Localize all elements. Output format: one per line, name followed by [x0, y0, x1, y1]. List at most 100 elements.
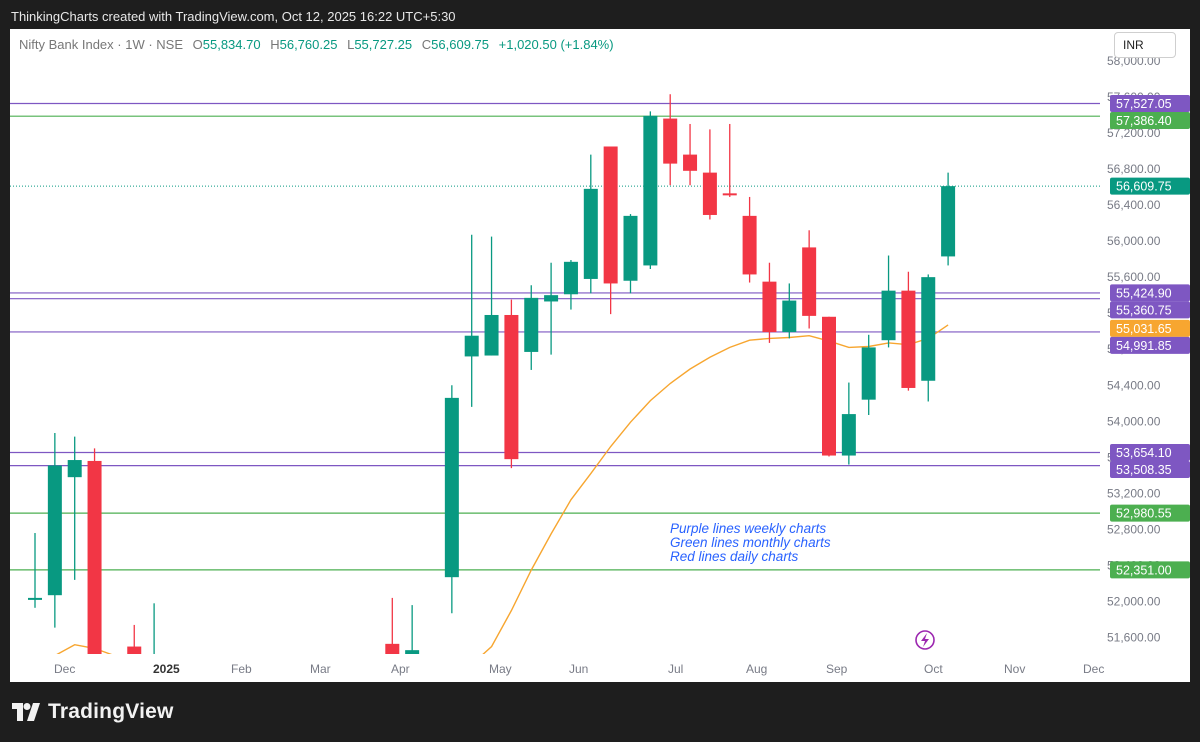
- candle-body: [663, 118, 678, 164]
- candle[interactable]: [643, 111, 658, 270]
- x-tick-label: Nov: [1004, 662, 1025, 676]
- annotation-text: Green lines monthly charts: [670, 535, 831, 550]
- price-label: 53,654.10: [1116, 446, 1172, 460]
- candle[interactable]: [87, 448, 102, 664]
- price-label-box: [1110, 443, 1190, 461]
- candle-body: [67, 460, 82, 478]
- candle[interactable]: [802, 230, 817, 329]
- candle[interactable]: [941, 172, 956, 266]
- price-label: 57,527.05: [1116, 97, 1172, 111]
- candle[interactable]: [67, 436, 82, 580]
- high-key: H: [270, 37, 280, 52]
- candle[interactable]: [147, 603, 161, 666]
- price-label-box: [1110, 336, 1190, 354]
- x-tick-label: Sep: [826, 662, 848, 676]
- candle-body: [841, 414, 856, 456]
- candle[interactable]: [405, 605, 420, 664]
- x-tick-label: Dec: [54, 662, 75, 676]
- candle[interactable]: [385, 597, 400, 665]
- price-label-box: [1110, 301, 1190, 319]
- candle-body: [87, 460, 102, 654]
- candle-body: [623, 215, 638, 281]
- low-key: L: [347, 37, 355, 52]
- candle[interactable]: [524, 285, 539, 370]
- candle[interactable]: [127, 624, 142, 665]
- price-label-box: [1110, 112, 1190, 130]
- event-marker-icon: [915, 630, 935, 650]
- candle-body: [742, 215, 757, 275]
- price-label: 56,609.75: [1116, 180, 1172, 194]
- candle-body: [47, 465, 62, 596]
- candle-body: [702, 172, 717, 215]
- y-tick-label: 56,800.00: [1107, 162, 1161, 176]
- candle-body: [444, 397, 459, 578]
- y-tick-label: 52,800.00: [1107, 522, 1161, 536]
- price-label-box: [1110, 177, 1190, 195]
- candle[interactable]: [683, 123, 698, 186]
- candle-body: [544, 295, 559, 302]
- price-label-box: [1110, 284, 1190, 302]
- candle[interactable]: [464, 234, 479, 407]
- y-tick-label: 56,000.00: [1107, 234, 1161, 248]
- candle[interactable]: [544, 262, 559, 355]
- candle[interactable]: [742, 196, 757, 283]
- candle[interactable]: [28, 533, 42, 608]
- candle-body: [563, 261, 578, 295]
- chart-area[interactable]: 51,600.0052,000.0052,400.0052,800.0053,2…: [10, 29, 1190, 682]
- chart-caption: ThinkingCharts created with TradingView.…: [11, 9, 456, 24]
- candle[interactable]: [623, 214, 638, 294]
- price-label: 55,031.65: [1116, 322, 1172, 336]
- candle[interactable]: [822, 316, 836, 457]
- candle[interactable]: [444, 385, 459, 614]
- candle[interactable]: [603, 146, 618, 315]
- candle-body: [504, 314, 519, 460]
- currency-button[interactable]: INR: [1114, 32, 1176, 58]
- x-tick-label: Apr: [391, 662, 410, 676]
- candle-body: [762, 281, 777, 333]
- candle-body: [881, 290, 896, 341]
- candle[interactable]: [881, 255, 896, 348]
- price-label-box: [1110, 95, 1190, 113]
- annotation-text: Purple lines weekly charts: [670, 521, 826, 536]
- y-tick-label: 52,000.00: [1107, 595, 1161, 609]
- close-value: 56,609.75: [431, 37, 490, 52]
- x-tick-label: Mar: [310, 662, 331, 676]
- x-tick-label: 2025: [153, 662, 180, 676]
- candle[interactable]: [841, 382, 856, 465]
- y-tick-label: 54,400.00: [1107, 378, 1161, 392]
- candle[interactable]: [504, 299, 519, 469]
- x-tick-label: Jul: [668, 662, 683, 676]
- candle[interactable]: [901, 271, 916, 391]
- candle[interactable]: [722, 123, 737, 197]
- candle[interactable]: [782, 283, 797, 339]
- price-label: 57,386.40: [1116, 114, 1172, 128]
- candle[interactable]: [762, 262, 777, 343]
- candle[interactable]: [861, 334, 876, 415]
- price-label: 55,424.90: [1116, 286, 1172, 300]
- candle-body: [405, 650, 420, 654]
- x-tick-label: Dec: [1083, 662, 1104, 676]
- candle-body: [524, 297, 539, 352]
- change-value: +1,020.50 (+1.84%): [498, 37, 614, 52]
- candle[interactable]: [583, 154, 598, 294]
- candle-body: [127, 646, 142, 654]
- candle-body: [802, 247, 817, 316]
- candle[interactable]: [47, 433, 62, 628]
- candle-body: [722, 193, 737, 196]
- price-label: 52,980.55: [1116, 507, 1172, 521]
- candlestick-chart[interactable]: 51,600.0052,000.0052,400.0052,800.0053,2…: [10, 29, 1190, 682]
- symbol-info[interactable]: Nifty Bank Index · 1W · NSE: [19, 37, 183, 52]
- candle-body: [822, 316, 836, 456]
- price-label-box: [1110, 460, 1190, 478]
- price-label-box: [1110, 319, 1190, 337]
- candle[interactable]: [702, 129, 717, 220]
- candle-body: [921, 277, 936, 381]
- high-value: 56,760.25: [279, 37, 338, 52]
- candle[interactable]: [663, 94, 678, 186]
- candle[interactable]: [484, 236, 499, 356]
- candle-body: [583, 188, 598, 279]
- candle[interactable]: [921, 274, 936, 402]
- candle[interactable]: [563, 260, 578, 310]
- tradingview-logo[interactable]: TradingView: [12, 699, 174, 725]
- tradingview-brand: TradingView: [48, 700, 174, 723]
